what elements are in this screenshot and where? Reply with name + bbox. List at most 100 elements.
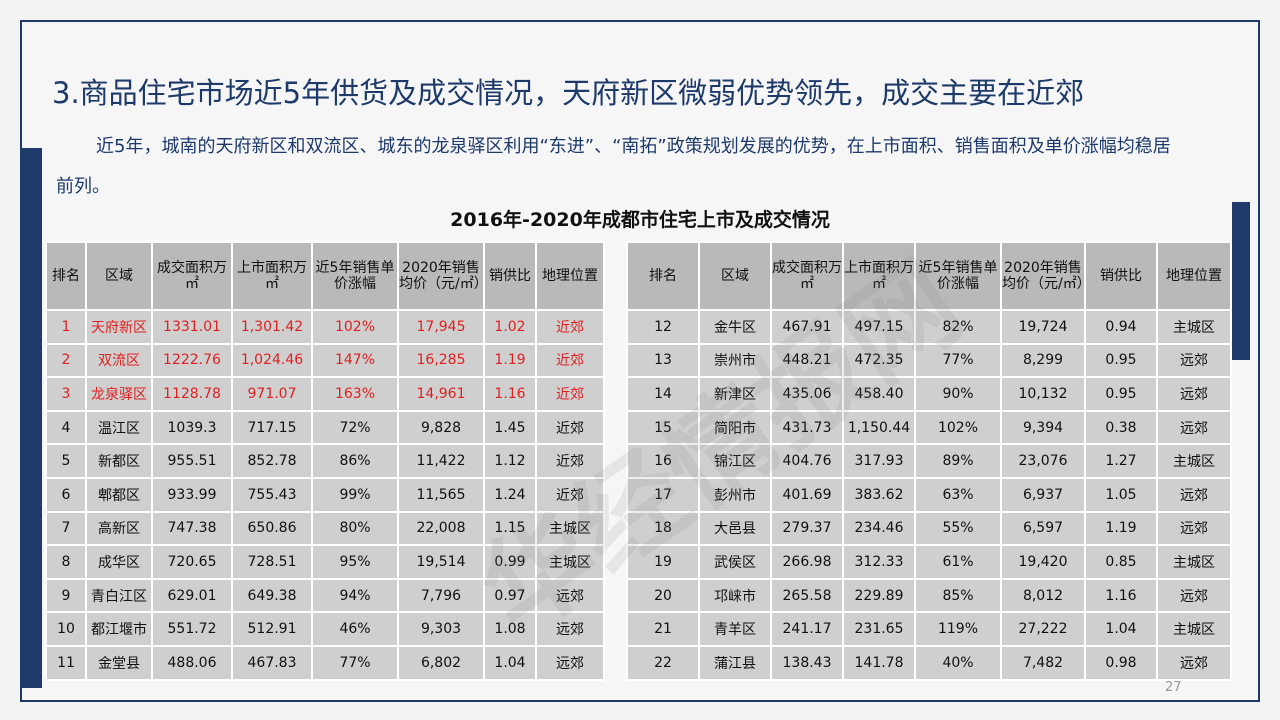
table-row: 20 邛崃市 265.58 229.89 85% 8,012 1.16 远郊 — [626, 577, 1232, 614]
table-cell: 18 — [626, 510, 700, 547]
table-cell: 22 — [626, 644, 700, 681]
table-cell: 新都区 — [85, 443, 153, 479]
table-row: 12 金牛区 467.91 497.15 82% 19,724 0.94 主城区 — [626, 309, 1232, 345]
table-cell: 天府新区 — [85, 309, 153, 345]
table-cell: 远郊 — [1156, 644, 1232, 681]
table-cell: 467.83 — [231, 644, 313, 681]
table-cell: 728.51 — [231, 544, 313, 580]
left-accent-bar — [20, 148, 42, 688]
table-cell: 远郊 — [535, 577, 605, 614]
table-cell: 6 — [45, 476, 87, 513]
table-cell: 512.91 — [231, 611, 313, 647]
table-cell: 0.38 — [1084, 409, 1158, 446]
table-cell: 近郊 — [535, 409, 605, 446]
table-cell: 11,422 — [397, 443, 485, 479]
table-cell: 266.98 — [770, 544, 844, 580]
table-cell: 3 — [45, 376, 87, 412]
table-row: 4 温江区 1039.3 717.15 72% 9,828 1.45 近郊 — [45, 409, 605, 446]
table-cell: 94% — [311, 577, 399, 614]
table-cell: 新津区 — [698, 376, 772, 412]
table-cell: 主城区 — [1156, 443, 1232, 479]
table-cell: 8 — [45, 544, 87, 580]
left-header-row: 排名 区域 成交面积万㎡ 上市面积万㎡ 近5年销售单价涨幅 2020年销售均价（元/㎡）销… — [45, 241, 605, 311]
table-cell: 邛崃市 — [698, 577, 772, 614]
table-cell: 主城区 — [1156, 544, 1232, 580]
right-accent-bar — [1232, 202, 1250, 360]
table-row: 9 青白江区 629.01 649.38 94% 7,796 0.97 远郊 — [45, 577, 605, 614]
table-cell: 16,285 — [397, 342, 485, 379]
table-cell: 231.65 — [842, 611, 916, 647]
table-cell: 95% — [311, 544, 399, 580]
table-cell: 彭州市 — [698, 476, 772, 513]
table-cell: 蒲江县 — [698, 644, 772, 681]
table-cell: 77% — [914, 342, 1002, 379]
table-row: 15 简阳市 431.73 1,150.44 102% 9,394 0.38 远郊 — [626, 409, 1232, 446]
table-cell: 102% — [914, 409, 1002, 446]
table-cell: 0.94 — [1084, 309, 1158, 345]
table-cell: 955.51 — [151, 443, 233, 479]
table-row: 7 高新区 747.38 650.86 80% 22,008 1.15 主城区 — [45, 510, 605, 547]
table-cell: 双流区 — [85, 342, 153, 379]
table-cell: 1222.76 — [151, 342, 233, 379]
table-cell: 55% — [914, 510, 1002, 547]
table-row: 16 锦江区 404.76 317.93 89% 23,076 1.27 主城区 — [626, 443, 1232, 479]
table-cell: 11 — [45, 644, 87, 681]
table-row: 22 蒲江县 138.43 141.78 40% 7,482 0.98 远郊 — [626, 644, 1232, 681]
table-cell: 金牛区 — [698, 309, 772, 345]
table-row: 6 郫都区 933.99 755.43 99% 11,565 1.24 近郊 — [45, 476, 605, 513]
table-cell: 147% — [311, 342, 399, 379]
column-header: 区域 — [85, 241, 153, 311]
table-row: 5 新都区 955.51 852.78 86% 11,422 1.12 近郊 — [45, 443, 605, 479]
table-cell: 102% — [311, 309, 399, 345]
table-cell: 404.76 — [770, 443, 844, 479]
table-cell: 650.86 — [231, 510, 313, 547]
table-cell: 138.43 — [770, 644, 844, 681]
table-cell: 241.17 — [770, 611, 844, 647]
table-cell: 7,796 — [397, 577, 485, 614]
table-cell: 431.73 — [770, 409, 844, 446]
table-cell: 武侯区 — [698, 544, 772, 580]
table-cell: 163% — [311, 376, 399, 412]
table-cell: 近郊 — [535, 443, 605, 479]
table-cell: 主城区 — [1156, 611, 1232, 647]
table-cell: 1.08 — [483, 611, 537, 647]
column-header: 排名 — [45, 241, 87, 311]
table-cell: 2 — [45, 342, 87, 379]
table-row: 14 新津区 435.06 458.40 90% 10,132 0.95 远郊 — [626, 376, 1232, 412]
table-cell: 755.43 — [231, 476, 313, 513]
column-header: 地理位置 — [1156, 241, 1232, 311]
table-cell: 17,945 — [397, 309, 485, 345]
table-cell: 435.06 — [770, 376, 844, 412]
table-cell: 85% — [914, 577, 1002, 614]
table-cell: 0.99 — [483, 544, 537, 580]
table-cell: 0.98 — [1084, 644, 1158, 681]
table-cell: 971.07 — [231, 376, 313, 412]
table-row: 1 天府新区 1331.01 1,301.42 102% 17,945 1.02 近郊 — [45, 309, 605, 345]
table-row: 11 金堂县 488.06 467.83 77% 6,802 1.04 远郊 — [45, 644, 605, 681]
table-cell: 0.95 — [1084, 376, 1158, 412]
slide-title: 3.商品住宅市场近5年供货及成交情况，天府新区微弱优势领先，成交主要在近郊 — [52, 76, 1085, 110]
table-cell: 317.93 — [842, 443, 916, 479]
table-cell: 8,012 — [1000, 577, 1086, 614]
table-cell: 488.06 — [151, 644, 233, 681]
table-cell: 1,301.42 — [231, 309, 313, 345]
table-cell: 7,482 — [1000, 644, 1086, 681]
table-cell: 551.72 — [151, 611, 233, 647]
table-cell: 6,937 — [1000, 476, 1086, 513]
column-header: 2020年销售均价（元/㎡） — [397, 241, 485, 311]
column-header: 上市面积万㎡ — [231, 241, 313, 311]
table-cell: 1,150.44 — [842, 409, 916, 446]
table-cell: 9,828 — [397, 409, 485, 446]
table-cell: 312.33 — [842, 544, 916, 580]
table-cell: 77% — [311, 644, 399, 681]
table-row: 10 都江堰市 551.72 512.91 46% 9,303 1.08 远郊 — [45, 611, 605, 647]
table-row: 2 双流区 1222.76 1,024.46 147% 16,285 1.19 近郊 — [45, 342, 605, 379]
column-header: 成交面积万㎡ — [770, 241, 844, 311]
table-cell: 0.95 — [1084, 342, 1158, 379]
table-cell: 1.45 — [483, 409, 537, 446]
table-cell: 401.69 — [770, 476, 844, 513]
table-cell: 82% — [914, 309, 1002, 345]
table-cell: 远郊 — [1156, 376, 1232, 412]
table-cell: 青白江区 — [85, 577, 153, 614]
table-cell: 5 — [45, 443, 87, 479]
